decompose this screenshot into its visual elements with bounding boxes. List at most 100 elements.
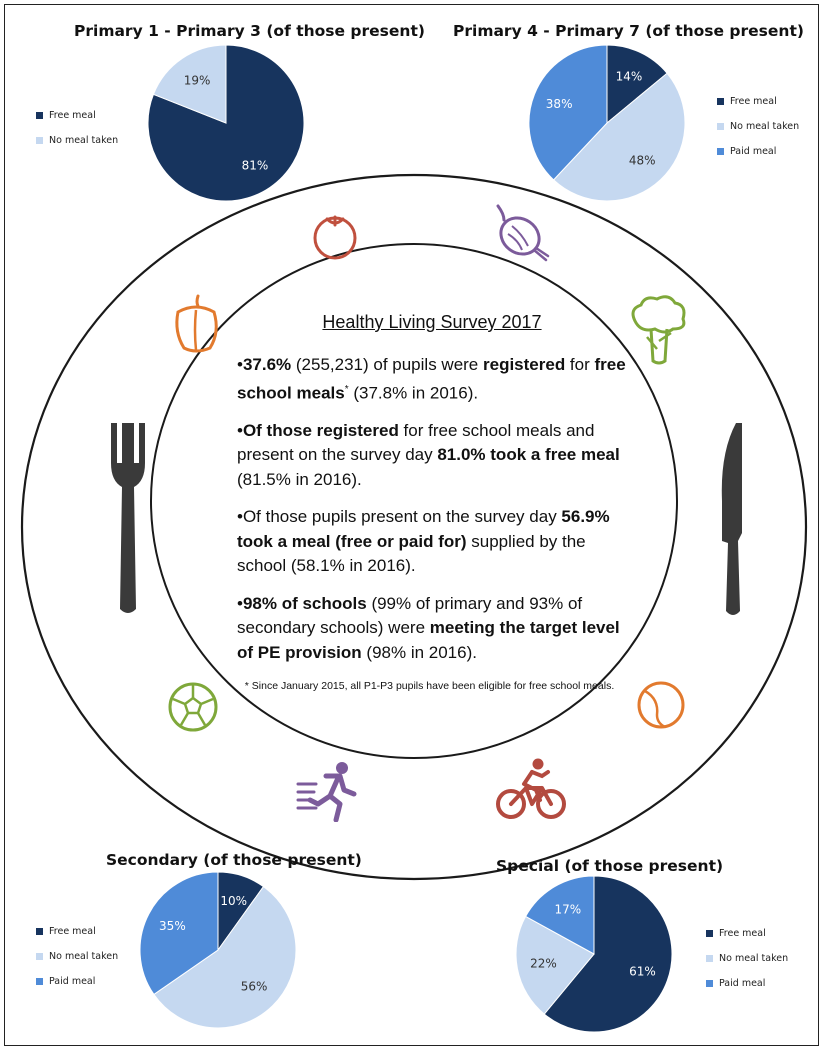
bullet-item: •98% of schools (99% of primary and 93% …	[237, 592, 632, 666]
legend-label: No meal taken	[719, 953, 789, 964]
bullet-text: supplied by the school (58.1% in 2016).	[237, 531, 586, 576]
pie-data-label: 38%	[546, 97, 573, 111]
pepper-icon	[175, 294, 218, 353]
legend-entry: No meal taken	[36, 128, 118, 153]
pie-slice-free-meal	[606, 44, 668, 125]
pie-data-label: 81%	[242, 159, 269, 173]
pie-slice-paid-meal	[524, 875, 595, 955]
pie-slice-no-meal-taken	[152, 44, 227, 124]
legend-entry: Free meal	[36, 103, 118, 128]
legend-label: Paid meal	[49, 976, 96, 987]
legend-entry: No meal taken	[706, 946, 788, 971]
bullet-dot-icon: •	[237, 355, 243, 374]
pie-data-label: 10%	[220, 894, 247, 908]
legend-swatch-icon	[36, 953, 43, 960]
legend-label: Free meal	[730, 96, 777, 107]
bullet-text: 81.0% took a free meal	[437, 445, 620, 465]
pie-slice-no-meal-taken	[153, 885, 297, 1029]
chart-title-special: Special (of those present)	[496, 857, 724, 875]
bullet-dot-icon: •	[237, 593, 243, 613]
bullet-text: registered	[483, 355, 566, 374]
tomato-icon	[313, 215, 357, 260]
legend-entry: No meal taken	[36, 944, 118, 969]
legend-entry: Free meal	[717, 89, 799, 114]
broccoli-icon	[631, 295, 686, 365]
bullet-text: for free school meals and present on the…	[237, 420, 595, 465]
legend-swatch-icon	[706, 930, 713, 937]
legend-swatch-icon	[36, 928, 43, 935]
bullet-item: •Of those registered for free school mea…	[237, 419, 632, 493]
legend-label: No meal taken	[49, 135, 119, 146]
bullet-dot-icon: •	[237, 420, 243, 440]
bullet-dot-icon: •	[237, 507, 243, 527]
pie-chart-p4-p7: 14% 48% 38%	[528, 44, 686, 202]
bullet-text: *	[344, 383, 349, 395]
bullet-text: (81.5% in 2016).	[237, 469, 362, 489]
runner-icon	[296, 762, 357, 822]
legend-swatch-icon	[717, 148, 724, 155]
pie-chart-p1-p3: 81% 19%	[147, 44, 305, 202]
pie-data-label: 56%	[241, 980, 268, 994]
bullet-text: 98% of schools	[242, 593, 367, 613]
bullet-text: (37.8% in 2016).	[348, 383, 479, 403]
legend-swatch-icon	[36, 978, 43, 985]
legend-entry: Paid meal	[706, 971, 788, 996]
legend-entry: Free meal	[706, 921, 788, 946]
legend-entry: Paid meal	[36, 969, 118, 994]
pie-slice-no-meal-taken	[515, 915, 595, 1015]
tennis-ball-icon	[637, 681, 685, 729]
legend-entry: Paid meal	[717, 139, 799, 164]
legend-label: Free meal	[49, 110, 96, 121]
survey-title: Healthy Living Survey 2017	[322, 312, 542, 332]
bullet-text: (99% of primary and 93% of secondary sch…	[237, 593, 583, 638]
bullet-text: Of those pupils present on the survey da…	[242, 507, 562, 527]
legend-label: Free meal	[719, 928, 766, 939]
legend-secondary: Free meal No meal taken Paid meal	[36, 919, 118, 994]
legend-swatch-icon	[706, 955, 713, 962]
pie-data-label: 17%	[554, 903, 581, 917]
legend-p4-p7: Free meal No meal taken Paid meal	[717, 89, 799, 164]
bullet-text: 37.6%	[242, 355, 292, 374]
bullet-text: for	[565, 355, 595, 374]
legend-swatch-icon	[706, 980, 713, 987]
legend-swatch-icon	[717, 123, 724, 130]
footnote: * Since January 2015, all P1-P3 pupils h…	[244, 680, 615, 693]
knife-icon	[721, 423, 742, 615]
chart-title-secondary: Secondary (of those present)	[106, 851, 362, 869]
plate-outer-rim	[20, 173, 808, 881]
infographic-frame	[4, 4, 819, 1046]
legend-entry: No meal taken	[717, 114, 799, 139]
legend-entry: Free meal	[36, 919, 118, 944]
bullet-text: (255,231) of pupils were	[291, 355, 483, 374]
pie-slice-paid-meal	[528, 44, 608, 181]
bullet-text: free school meals	[237, 355, 626, 403]
pie-chart-secondary: 10% 56% 35%	[139, 871, 297, 1029]
bullet-text: meeting the target level of PE provision	[237, 618, 620, 662]
pie-chart-special: 61% 22% 17%	[515, 875, 673, 1033]
legend-label: No meal taken	[730, 121, 800, 132]
pie-slice-paid-meal	[139, 871, 219, 996]
pie-data-label: 61%	[629, 964, 656, 978]
pie-slice-free-meal	[147, 44, 305, 202]
legend-p1-p3: Free meal No meal taken	[36, 103, 118, 153]
legend-swatch-icon	[36, 137, 43, 144]
chart-title-p4-p7: Primary 4 - Primary 7 (of those present)	[453, 22, 804, 40]
legend-label: Paid meal	[730, 146, 777, 157]
pie-data-label: 35%	[159, 919, 186, 933]
bullet-text: Of those registered	[242, 420, 399, 440]
plate-inner-rim	[150, 243, 678, 759]
pie-slice-free-meal	[543, 875, 673, 1033]
legend-swatch-icon	[717, 98, 724, 105]
legend-label: Paid meal	[719, 978, 766, 989]
legend-label: Free meal	[49, 926, 96, 937]
football-icon	[168, 682, 218, 732]
legend-swatch-icon	[36, 112, 43, 119]
legend-label: No meal taken	[49, 951, 119, 962]
fork-icon	[111, 423, 145, 613]
bullet-text: 56.9% took a meal (free or paid for)	[237, 507, 610, 551]
chart-title-p1-p3: Primary 1 - Primary 3 (of those present)	[74, 22, 425, 40]
survey-summary: Healthy Living Survey 2017 •37.6% (255,2…	[237, 312, 632, 694]
bullet-text: (98% in 2016).	[361, 642, 477, 662]
bullet-item: •Of those pupils present on the survey d…	[237, 505, 632, 579]
pie-slice-no-meal-taken	[552, 72, 686, 202]
